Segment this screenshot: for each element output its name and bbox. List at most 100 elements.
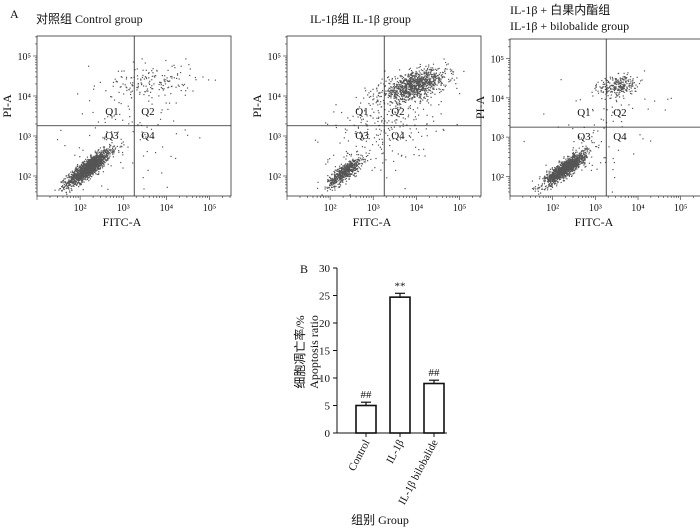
event-dot	[97, 163, 99, 165]
event-dot	[341, 177, 344, 179]
event-dot	[559, 172, 561, 174]
event-dot	[66, 183, 68, 185]
event-dot	[400, 76, 402, 78]
event-dot	[80, 177, 82, 180]
event-dot	[353, 163, 355, 166]
event-dot	[377, 144, 380, 146]
event-dot	[364, 87, 366, 89]
event-dot	[408, 95, 410, 97]
event-dot	[416, 90, 418, 92]
event-dot	[361, 135, 364, 137]
event-dot	[568, 172, 570, 175]
event-dot	[82, 165, 84, 168]
event-dot	[84, 165, 87, 167]
event-dot	[426, 135, 428, 137]
event-dot	[576, 160, 579, 163]
event-dot	[370, 95, 372, 98]
event-dot	[352, 167, 355, 169]
event-dot	[355, 168, 357, 171]
event-dot	[90, 158, 92, 160]
event-dot	[589, 149, 591, 151]
event-dot	[419, 90, 421, 93]
event-dot	[401, 75, 403, 78]
event-dot	[392, 102, 394, 104]
event-dot	[550, 185, 552, 187]
event-dot	[575, 162, 578, 164]
event-dot	[415, 78, 417, 80]
event-dot	[409, 91, 411, 93]
event-dot	[413, 154, 415, 156]
event-dot	[352, 166, 354, 168]
event-dot	[106, 151, 108, 153]
event-dot	[425, 80, 428, 83]
event-dot	[85, 172, 87, 174]
event-dot	[425, 93, 427, 95]
event-dot	[400, 74, 402, 77]
event-dot	[355, 145, 357, 147]
event-dot	[98, 154, 101, 156]
event-dot	[104, 158, 106, 160]
event-dot	[148, 82, 150, 84]
event-dot	[147, 72, 150, 75]
event-dot	[423, 89, 426, 91]
event-dot	[349, 161, 351, 163]
event-dot	[95, 165, 97, 168]
event-dot	[539, 186, 541, 189]
event-dot	[175, 157, 177, 160]
event-dot	[144, 76, 146, 78]
event-dot	[404, 89, 406, 91]
event-dot	[574, 163, 576, 166]
event-dot	[82, 177, 85, 179]
event-dot	[545, 174, 548, 176]
event-dot	[588, 162, 590, 164]
event-dot	[423, 83, 425, 86]
y-tick-label: 10³	[18, 132, 31, 143]
event-dot	[405, 84, 407, 86]
event-dot	[422, 108, 425, 110]
event-dot	[390, 89, 392, 91]
event-dot	[405, 139, 407, 142]
event-dot	[348, 174, 350, 176]
event-dot	[391, 150, 394, 152]
event-dot	[424, 75, 426, 77]
event-dot	[559, 169, 562, 171]
event-dot	[575, 163, 578, 165]
y-tick-label: 10⁵	[18, 52, 32, 63]
event-dot	[418, 87, 420, 89]
event-dot	[401, 90, 404, 93]
event-dot	[161, 172, 163, 174]
event-dot	[564, 164, 567, 167]
event-dot	[413, 80, 415, 82]
event-dot	[92, 164, 94, 166]
event-dot	[121, 151, 124, 154]
event-dot	[339, 181, 342, 183]
event-dot	[368, 96, 371, 98]
event-dot	[141, 76, 144, 79]
event-dot	[112, 150, 114, 152]
event-dot	[99, 166, 102, 168]
event-dot	[346, 165, 348, 168]
event-dot	[356, 150, 359, 152]
event-dot	[557, 175, 559, 177]
event-dot	[70, 185, 73, 187]
event-dot	[79, 176, 81, 178]
quadrant-label-q3: Q3	[105, 130, 119, 142]
event-dot	[375, 157, 377, 160]
event-dot	[415, 89, 417, 92]
event-dot	[416, 91, 418, 93]
event-dot	[361, 163, 364, 165]
event-dot	[541, 183, 544, 185]
event-dot	[103, 155, 106, 157]
event-dot	[98, 173, 100, 176]
event-dots	[314, 58, 465, 196]
event-dot	[75, 167, 78, 169]
event-dot	[576, 164, 578, 167]
event-dot	[406, 81, 408, 83]
event-dot	[346, 155, 348, 157]
event-dot	[428, 81, 430, 83]
event-dot	[342, 170, 344, 172]
event-dot	[405, 96, 407, 98]
event-dot	[83, 160, 86, 162]
event-dot	[399, 75, 401, 77]
event-dot	[414, 76, 417, 78]
